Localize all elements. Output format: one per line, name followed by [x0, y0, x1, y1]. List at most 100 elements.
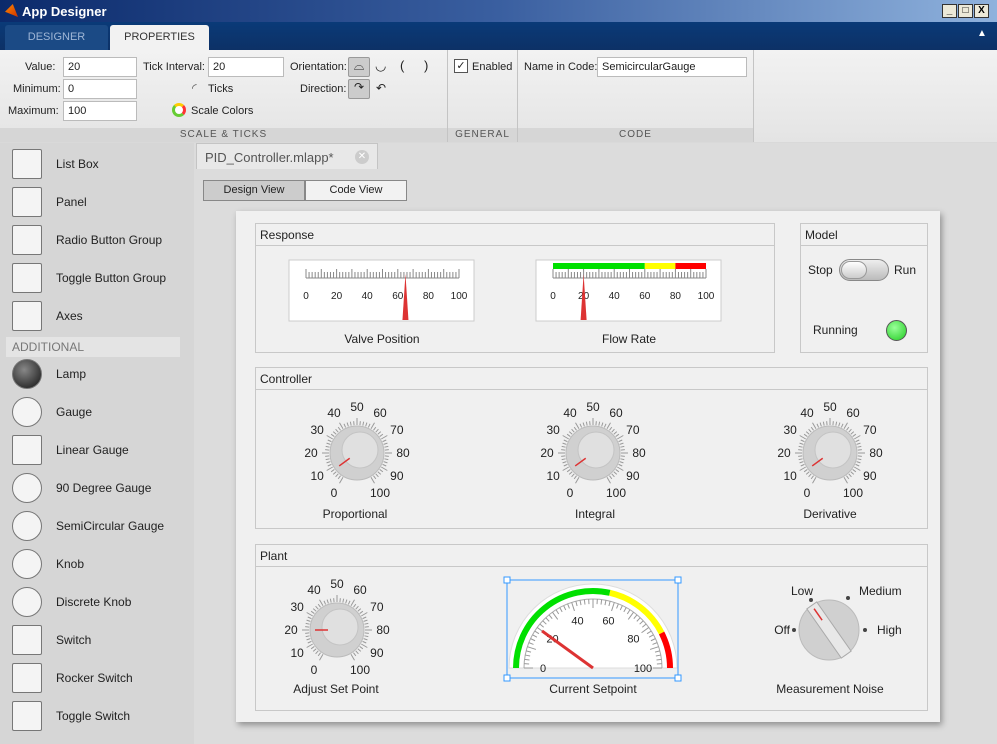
derivative-knob-tick [799, 435, 807, 440]
properties-toolbar: Value: 20 Minimum: 0 Maximum: 100 Tick I… [0, 50, 997, 142]
palette-item-radio-button-group[interactable]: Radio Button Group [0, 223, 190, 261]
maximum-input[interactable]: 100 [63, 101, 137, 121]
palette-item-knob[interactable]: Knob [0, 547, 190, 585]
switch-handle[interactable] [841, 261, 867, 279]
derivative-knob-tick-label: 100 [843, 486, 863, 500]
file-tab[interactable]: PID_Controller.mlapp* ✕ [196, 143, 378, 169]
integral-knob-knob-cap [577, 431, 615, 469]
derivative-knob-tick [855, 463, 860, 467]
set-point-knob-tick [350, 599, 355, 607]
set-point-knob-tick [345, 599, 348, 604]
gauge-tick [539, 623, 545, 628]
lamp-label: Running [813, 323, 858, 337]
proportional-knob-tick [373, 475, 377, 480]
palette-item-rocker-switch[interactable]: Rocker Switch [0, 661, 190, 699]
listbox-icon [12, 149, 42, 179]
selection-handle [503, 576, 511, 584]
name-in-code-input[interactable]: SemicircularGauge [597, 57, 747, 77]
close-tab-icon[interactable]: ✕ [355, 150, 369, 164]
derivative-knob-tick-label: 90 [863, 469, 877, 483]
palette-item-gauge[interactable]: Gauge [0, 395, 190, 433]
gauge-tick [656, 658, 662, 661]
scale-colors-button[interactable]: Scale Colors [191, 105, 254, 117]
palette-item-linear-gauge[interactable]: Linear Gauge [0, 433, 190, 471]
set-point-knob-tick [310, 646, 315, 650]
proportional-knob-tick [337, 426, 341, 431]
tick-interval-input[interactable]: 20 [208, 57, 284, 77]
tab-designer[interactable]: DESIGNER [5, 25, 108, 50]
option-dot [792, 628, 796, 632]
valve-position-tick-label: 20 [331, 291, 343, 302]
tab-properties[interactable]: PROPERTIES [110, 25, 209, 50]
general-section-label: GENERAL [448, 128, 517, 142]
gauge-tick [559, 607, 563, 613]
palette-item-list-box[interactable]: List Box [0, 147, 190, 185]
direction-clockwise-button[interactable]: ↷ [348, 79, 370, 99]
palette-item-toggle-switch[interactable]: Toggle Switch [0, 699, 190, 737]
valve-position-tick-label: 40 [362, 291, 374, 302]
plant-panel-title: Plant [256, 545, 927, 567]
value-input[interactable]: 20 [63, 57, 137, 77]
proportional-knob-tick [346, 422, 349, 427]
orientation-south-button[interactable]: ◡ [375, 58, 387, 73]
derivative-knob-tick [853, 435, 861, 440]
response-panel-title: Response [256, 224, 774, 246]
toggle-switch-icon [12, 701, 42, 731]
proportional-knob-tick [325, 458, 330, 461]
radio-group-icon [12, 225, 42, 255]
palette-item-label: Rocker Switch [56, 671, 133, 685]
maximize-button[interactable]: □ [958, 4, 973, 18]
code-view-button[interactable]: Code View [305, 180, 407, 201]
current-setpoint-label: Current Setpoint [549, 682, 637, 696]
valve-position-gauge[interactable] [288, 259, 475, 322]
minimize-button[interactable]: _ [942, 4, 957, 18]
design-view-button[interactable]: Design View [203, 180, 305, 201]
derivative-label: Derivative [803, 507, 857, 521]
proportional-knob-tick [327, 463, 332, 467]
orientation-east-button[interactable]: ) [424, 58, 429, 73]
close-button[interactable]: X [974, 4, 989, 18]
palette-item-90-degree-gauge[interactable]: 90 Degree Gauge [0, 471, 190, 509]
palette-item-switch[interactable]: Switch [0, 623, 190, 661]
gauge-needle [541, 629, 594, 670]
minimum-label: Minimum: [13, 83, 61, 95]
gauge-tick [530, 638, 536, 642]
run-switch[interactable] [839, 259, 889, 281]
set-point-knob-tick-label: 0 [311, 663, 318, 677]
set-point-knob-tick [363, 638, 368, 641]
palette-item-panel[interactable]: Panel [0, 185, 190, 223]
proportional-knob-tick [383, 461, 388, 464]
integral-knob-tick [571, 473, 575, 478]
integral-knob-tick [618, 463, 623, 467]
valve-position-label: Valve Position [344, 332, 420, 346]
collapse-ribbon-button[interactable]: ▲ [977, 28, 987, 39]
palette-item-lamp[interactable]: Lamp [0, 357, 190, 395]
proportional-knob-tick-label: 0 [331, 486, 338, 500]
orientation-north-button[interactable]: ⌓ [348, 57, 370, 77]
set-point-knob-tick [319, 653, 324, 661]
enabled-checkbox[interactable]: ✓ [454, 59, 468, 73]
palette-item-axes[interactable]: Axes [0, 299, 190, 337]
gauge-tick-label: 40 [571, 615, 583, 627]
orientation-west-button[interactable]: ( [400, 58, 405, 73]
valve-position-tick-label: 100 [451, 291, 468, 302]
gauge-tick [563, 605, 567, 611]
semicircular-gauge[interactable] [508, 583, 678, 669]
palette-item-toggle-button-group[interactable]: Toggle Button Group [0, 261, 190, 299]
gauge-tick [548, 614, 553, 620]
proportional-knob-tick [365, 422, 368, 427]
controller-panel-title: Controller [256, 368, 927, 390]
derivative-knob-tick [846, 475, 850, 480]
derivative-knob-tick [856, 461, 861, 464]
direction-counterclockwise-button[interactable]: ↶ [376, 81, 387, 95]
palette-item-discrete-knob[interactable]: Discrete Knob [0, 585, 190, 623]
proportional-knob-tick [370, 422, 375, 430]
ticks-button[interactable]: Ticks [208, 83, 234, 95]
rocker-switch-icon [12, 663, 42, 693]
minimum-input[interactable]: 0 [63, 79, 137, 99]
gauge-tick [600, 599, 603, 605]
palette-item-semicircular-gauge[interactable]: SemiCircular Gauge [0, 509, 190, 547]
flow-rate-gauge[interactable] [535, 259, 722, 322]
flow-rate-scale-color-band [553, 263, 645, 269]
enabled-label: Enabled [472, 61, 513, 73]
